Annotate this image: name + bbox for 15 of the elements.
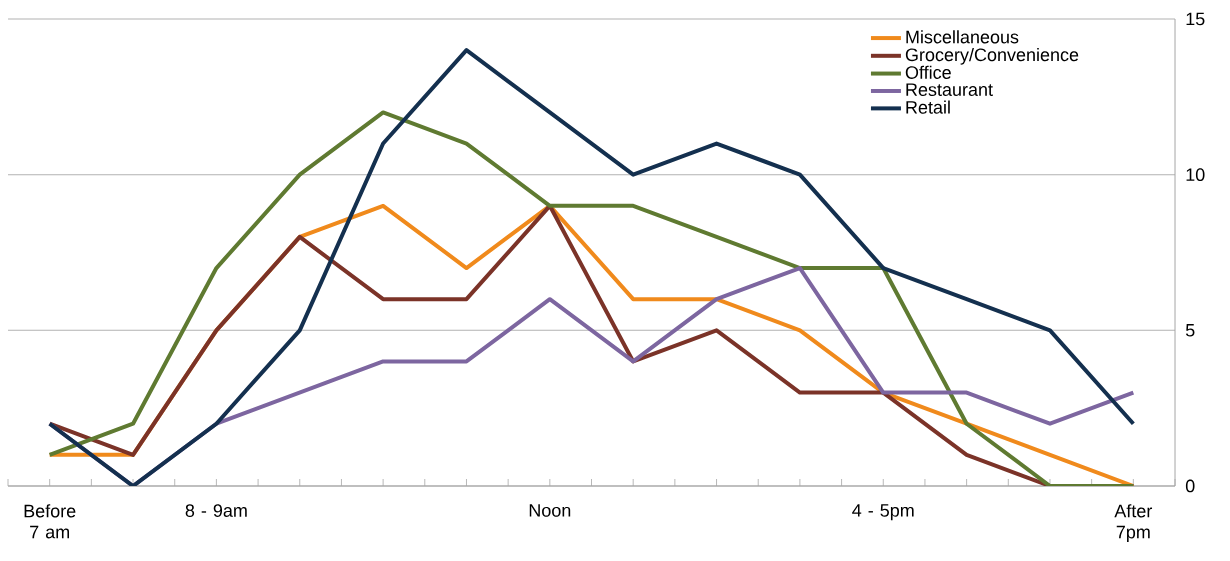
legend-label: Retail <box>906 100 950 114</box>
x-tick-label: After 7pm <box>1114 504 1153 542</box>
y-tick-label: 0 <box>1185 479 1195 493</box>
x-tick-label: Noon <box>529 504 571 517</box>
y-tick-label: 15 <box>1186 12 1205 26</box>
y-tick-label: 10 <box>1186 168 1205 182</box>
y-tick-label: 5 <box>1185 324 1195 337</box>
x-tick-label: 4 - 5pm <box>852 504 914 521</box>
legend-label: Restaurant <box>906 83 993 96</box>
line-series <box>47 203 1136 486</box>
legend-label: Grocery/Convenience <box>905 47 1079 65</box>
x-tick-label: 8 - 9am <box>185 504 247 517</box>
legend-label: Miscellaneous <box>906 30 1019 44</box>
legend-label: Office <box>905 65 951 79</box>
x-tick-label: Before 7 am <box>24 504 76 539</box>
